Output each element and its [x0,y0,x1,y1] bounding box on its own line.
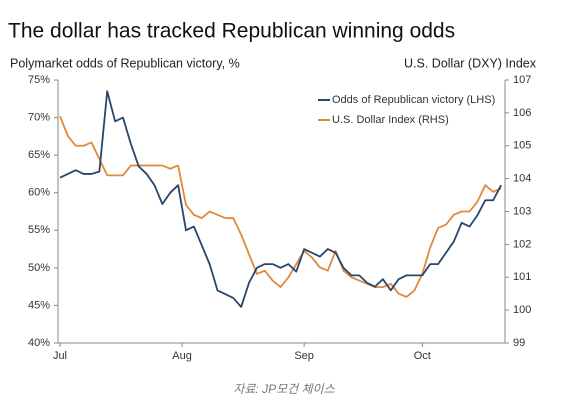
y-tick-label: 45% [28,299,50,311]
source-note: 자료: JP모건 체이스 [233,382,335,396]
x-tick-label: Oct [414,350,431,362]
y-tick-label: 70% [28,111,50,123]
y2-tick-label: 99 [513,337,525,349]
x-tick-label: Sep [294,350,314,362]
y-tick-label: 50% [28,262,50,274]
y-tick-label: 60% [28,187,50,199]
y2-tick-label: 100 [513,304,531,316]
y2-axis-label: U.S. Dollar (DXY) Index [404,56,537,70]
x-tick-label: Jul [53,350,67,362]
y-tick-label: 55% [28,224,50,236]
y2-tick-label: 104 [513,173,531,185]
series-line [59,115,502,298]
y2-tick-label: 102 [513,238,531,250]
series-line [59,90,502,308]
y2-tick-label: 106 [513,107,531,119]
y-tick-label: 65% [28,149,50,161]
y2-tick-label: 101 [513,271,531,283]
legend-label: Odds of Republican victory (LHS) [332,94,495,106]
y2-tick-label: 103 [513,205,531,217]
chart-title: The dollar has tracked Republican winnin… [8,20,455,43]
y-tick-label: 75% [28,74,50,86]
x-tick-label: Aug [172,350,192,362]
y-axis-label: Polymarket odds of Republican victory, % [10,56,240,70]
y2-tick-label: 107 [513,74,531,86]
y2-tick-label: 105 [513,140,531,152]
y-tick-label: 40% [28,337,50,349]
legend-label: U.S. Dollar Index (RHS) [332,114,449,126]
